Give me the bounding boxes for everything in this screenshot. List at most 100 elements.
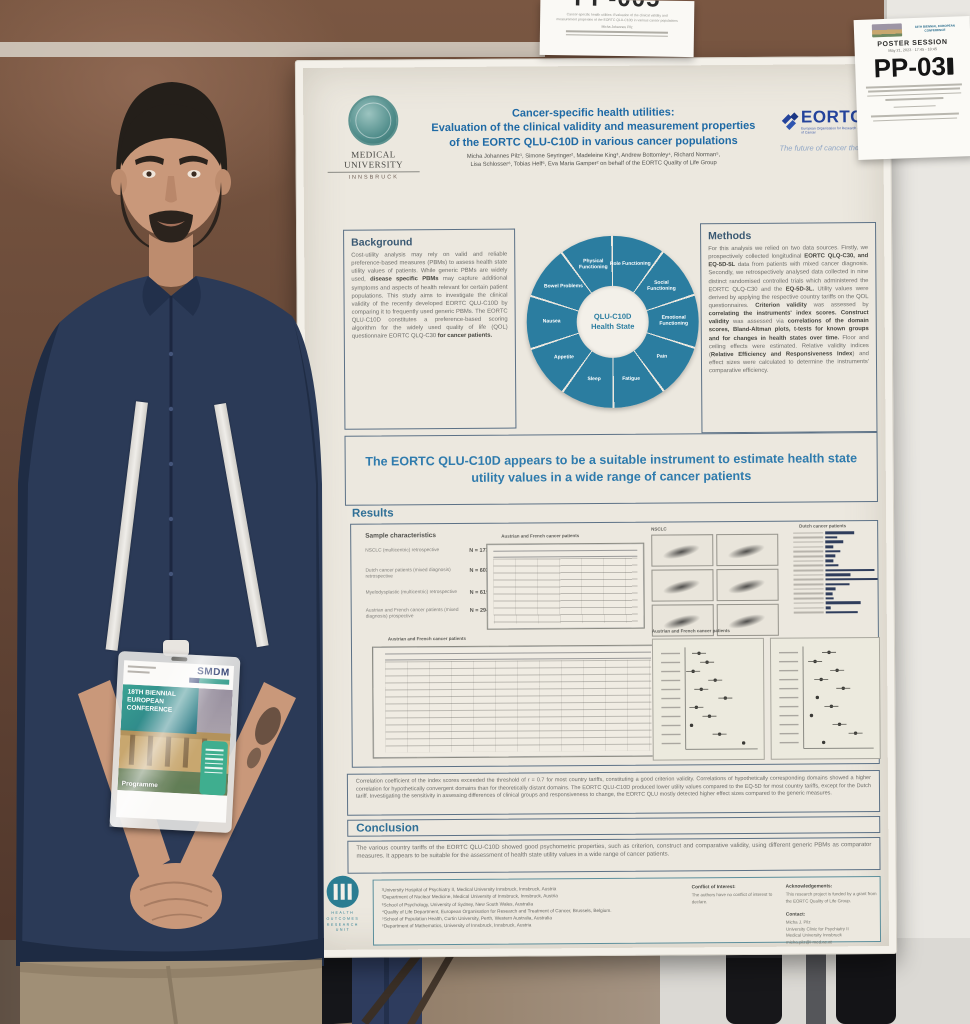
background-section: Background Cost-utility analysis may rel…: [343, 228, 517, 430]
decor-bar: [873, 117, 957, 122]
bar-row: [793, 531, 877, 534]
bar-row: [793, 573, 877, 577]
contact-info: Contact: Micha J. Pilz University Clinic…: [785, 912, 849, 945]
decor-bar: [893, 104, 936, 109]
footer-section: ¹University Hospital of Psychiatry II, M…: [372, 876, 882, 946]
presenter-person: [16, 82, 324, 1024]
wheel-segment: Physical Functioning: [578, 258, 608, 271]
wall-rail: [0, 42, 545, 57]
dutch-bar-chart: [793, 531, 878, 650]
sample-characteristics-heading: Sample characteristics: [365, 532, 437, 540]
bar-row: [793, 559, 877, 563]
door-frame: [806, 938, 826, 1024]
conflict-of-interest: Conflict of Interest: The authors have n…: [691, 885, 773, 905]
acknowledgements: Acknowledgements: This research project …: [785, 884, 877, 904]
badge-slot: [171, 656, 188, 662]
decor-bar: [566, 34, 668, 37]
wheel-segment: Nausea: [542, 318, 561, 325]
wheel-segment: Pain: [656, 353, 668, 360]
affiliations: ¹University Hospital of Psychiatry II, M…: [382, 884, 682, 930]
scatter-plot: [716, 568, 779, 602]
clipped-digit: [946, 57, 954, 75]
mui-text: MEDICAL: [351, 149, 396, 160]
bar-row: [793, 587, 878, 591]
wheel-center-text: QLU-C10D: [593, 311, 632, 322]
conclusion-heading: Conclusion: [356, 822, 419, 835]
bar-row: [793, 545, 877, 549]
methods-section: Methods For this analysis we relied on t…: [700, 222, 878, 434]
nsclc-scatter-plots: [651, 533, 784, 641]
wheel-segment: Social Functioning: [647, 279, 676, 292]
bar-row: [793, 601, 878, 605]
bar-row: [793, 568, 877, 572]
results-summary-text: Correlation coefficient of the index sco…: [355, 775, 871, 800]
poster-code: PP-03: [861, 51, 966, 83]
smdm-logo: SMDM: [196, 666, 230, 679]
conference-title-block: 18TH BIENNIAL EUROPEAN CONFERENCE: [120, 684, 199, 735]
results-summary: Correlation coefficient of the index sco…: [346, 770, 881, 816]
poster-title: Cancer-specific health utilities: Evalua…: [415, 105, 771, 170]
wheel-segment: Sleep: [587, 376, 601, 383]
scatter-plot: [716, 533, 779, 567]
wheel-segment: Bowel Problems: [543, 283, 583, 290]
sign-author-text: Micha Johannes Pilz: [601, 25, 633, 30]
title-line: of the EORTC QLU-C10D in various cancer …: [449, 134, 738, 149]
poster-session-sign: 18TH BIENNIAL EUROPEAN CONFERENCE POSTER…: [853, 16, 970, 160]
conclusion-text: The various country tariffs of the EORTC…: [356, 842, 872, 860]
bar-row: [793, 610, 878, 614]
university-seal-icon: [348, 95, 399, 146]
methods-text: For this analysis we relied on two data …: [708, 245, 870, 375]
decor-bar: [127, 665, 156, 669]
right-wall-panel: [884, 0, 970, 1024]
dutch-chart-label: Dutch cancer patients: [799, 523, 847, 529]
conference-name: 18TH BIENNIAL EUROPEAN CONFERENCE: [914, 23, 955, 33]
bar-row: [793, 554, 877, 558]
decor-bar: [867, 92, 962, 98]
results-table-large: [371, 644, 665, 759]
bar-row: [793, 582, 878, 586]
background-heading: Background: [351, 236, 413, 249]
medical-university-innsbruck-logo: MEDICAL UNIVERSITY INNSBRUCK: [327, 95, 420, 181]
eortc-cube-icon: [781, 112, 799, 130]
wheel-center: QLU-C10D Health State: [576, 285, 649, 359]
bar-row: [793, 577, 878, 581]
scatter-plot: [651, 534, 714, 567]
results-heading: Results: [351, 507, 394, 520]
key-message-banner: The EORTC QLU-C10D appears to be a suita…: [344, 432, 878, 506]
hanging-poster-number-sign: PP-005 Cancer-specific health utilities:…: [539, 0, 695, 58]
sign-body-lines: [862, 83, 967, 122]
wheel-center-text: Health State: [591, 321, 635, 332]
badge-cover-photo: 18TH BIENNIAL EUROPEAN CONFERENCE Progra…: [117, 684, 233, 796]
conclusion-text-box: The various country tariffs of the EORTC…: [347, 837, 881, 874]
affiliation-line: ⁶Department of Mathematics, University o…: [381, 922, 532, 929]
black-boot: [726, 948, 782, 1024]
black-boot: [836, 944, 896, 1024]
mui-text: UNIVERSITY: [327, 159, 420, 173]
conclusion-heading-box: Conclusion: [347, 816, 881, 837]
results-section: Sample characteristics NSCLC (multicentr…: [350, 520, 881, 768]
key-message-text: The EORTC QLU-C10D appears to be a suita…: [365, 451, 858, 485]
badge-card: SMDM 18TH BIENNIAL EUROPEAN CONFERENCE P…: [115, 660, 235, 823]
background-text: Cost-utility analysis may rely on valid …: [351, 251, 508, 341]
bar-row: [793, 606, 878, 609]
forest-plot: [769, 637, 881, 760]
conference-thumb-image: [871, 23, 903, 38]
qlu-c10d-domain-wheel: Role Functioning Social Functioning Emot…: [526, 235, 700, 409]
bar-row: [793, 592, 878, 595]
decor-bar: [127, 670, 150, 674]
sign-header: 18TH BIENNIAL EUROPEAN CONFERENCE: [860, 21, 964, 38]
bar-row: [793, 596, 878, 600]
bar-row: [793, 564, 877, 567]
mui-text: INNSBRUCK: [348, 174, 399, 181]
bar-row: [793, 536, 877, 539]
bar-row: [793, 540, 877, 544]
badge-side-tag: [199, 740, 229, 796]
nsclc-label: NSCLC: [651, 526, 667, 532]
poster-board: MEDICAL UNIVERSITY INNSBRUCK Cancer-spec…: [294, 55, 898, 959]
poster-paper: MEDICAL UNIVERSITY INNSBRUCK Cancer-spec…: [302, 63, 890, 951]
table1-label: Austrian and French cancer patients: [501, 533, 580, 539]
eortc-logo: EORTC European Organisation for Research…: [779, 107, 879, 152]
smdm-bar: [189, 677, 230, 685]
decor-bar: [566, 30, 668, 34]
